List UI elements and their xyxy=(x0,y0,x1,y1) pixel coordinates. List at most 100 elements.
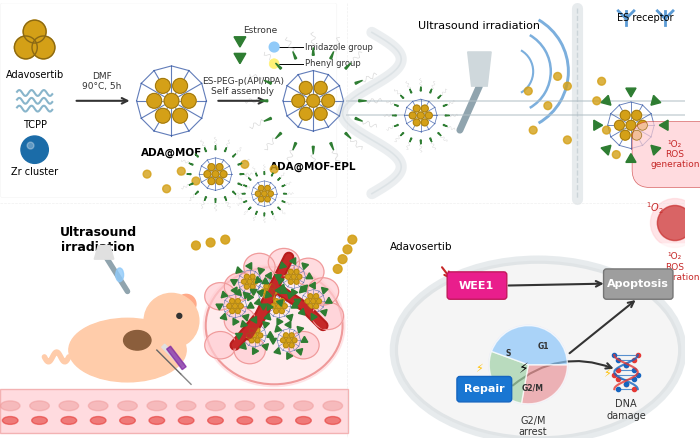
Circle shape xyxy=(177,313,182,318)
Polygon shape xyxy=(285,321,290,328)
Polygon shape xyxy=(410,138,412,142)
Circle shape xyxy=(173,108,188,123)
Polygon shape xyxy=(312,48,314,55)
Ellipse shape xyxy=(147,401,167,411)
Polygon shape xyxy=(309,282,315,289)
Circle shape xyxy=(258,186,264,191)
Circle shape xyxy=(286,274,290,279)
Ellipse shape xyxy=(204,332,236,359)
Circle shape xyxy=(612,151,620,158)
Polygon shape xyxy=(298,308,305,315)
Polygon shape xyxy=(235,289,241,295)
Polygon shape xyxy=(286,314,293,321)
Polygon shape xyxy=(344,63,351,69)
Circle shape xyxy=(593,97,601,105)
Circle shape xyxy=(227,303,232,308)
Circle shape xyxy=(181,93,196,108)
Circle shape xyxy=(268,191,274,196)
Polygon shape xyxy=(290,258,295,264)
Polygon shape xyxy=(430,138,432,142)
FancyBboxPatch shape xyxy=(457,376,512,402)
Polygon shape xyxy=(263,322,270,328)
Polygon shape xyxy=(420,140,421,144)
Circle shape xyxy=(238,303,243,308)
Circle shape xyxy=(255,328,260,333)
Circle shape xyxy=(147,93,162,108)
Polygon shape xyxy=(260,304,267,310)
Polygon shape xyxy=(241,320,247,327)
FancyBboxPatch shape xyxy=(603,269,673,299)
Polygon shape xyxy=(265,272,271,279)
Polygon shape xyxy=(189,163,193,165)
Polygon shape xyxy=(236,267,242,273)
Polygon shape xyxy=(392,115,396,116)
Polygon shape xyxy=(232,191,236,194)
Circle shape xyxy=(554,73,561,80)
Polygon shape xyxy=(189,183,193,185)
Circle shape xyxy=(256,191,260,196)
Text: G2/M: G2/M xyxy=(522,383,543,392)
Circle shape xyxy=(292,94,304,107)
Text: ES-PEG-p(API/PPA): ES-PEG-p(API/PPA) xyxy=(202,77,284,86)
Polygon shape xyxy=(221,291,228,298)
Circle shape xyxy=(250,274,255,279)
Circle shape xyxy=(314,107,327,120)
Circle shape xyxy=(208,178,215,185)
Polygon shape xyxy=(162,344,184,367)
Circle shape xyxy=(246,333,251,338)
Ellipse shape xyxy=(118,401,137,411)
Circle shape xyxy=(626,120,636,130)
Ellipse shape xyxy=(1,401,20,411)
Polygon shape xyxy=(195,154,199,157)
Circle shape xyxy=(272,289,277,294)
Circle shape xyxy=(206,238,215,247)
Polygon shape xyxy=(282,201,285,202)
Polygon shape xyxy=(195,191,199,194)
Polygon shape xyxy=(394,124,398,126)
Polygon shape xyxy=(651,145,661,155)
Ellipse shape xyxy=(178,417,194,425)
Ellipse shape xyxy=(307,278,339,305)
Circle shape xyxy=(489,326,568,404)
Polygon shape xyxy=(410,89,412,93)
Text: ADA@MOF: ADA@MOF xyxy=(141,148,202,158)
Polygon shape xyxy=(225,197,227,201)
Polygon shape xyxy=(204,197,206,201)
Circle shape xyxy=(333,264,342,273)
Polygon shape xyxy=(248,207,251,210)
Polygon shape xyxy=(400,95,404,98)
Polygon shape xyxy=(264,81,272,84)
Polygon shape xyxy=(438,133,441,136)
Circle shape xyxy=(615,120,624,130)
Polygon shape xyxy=(300,287,306,293)
Polygon shape xyxy=(272,173,273,176)
Circle shape xyxy=(270,284,274,289)
Circle shape xyxy=(288,269,293,274)
Wedge shape xyxy=(522,365,568,404)
Text: TCPP: TCPP xyxy=(22,120,47,130)
Circle shape xyxy=(638,120,648,130)
Circle shape xyxy=(235,299,240,303)
FancyBboxPatch shape xyxy=(0,389,348,433)
Circle shape xyxy=(270,59,279,69)
Ellipse shape xyxy=(266,417,282,425)
Circle shape xyxy=(279,308,284,314)
Polygon shape xyxy=(276,300,283,306)
Circle shape xyxy=(208,164,215,170)
Polygon shape xyxy=(301,285,307,291)
Polygon shape xyxy=(247,302,254,308)
Text: Apoptosis: Apoptosis xyxy=(607,279,668,289)
Polygon shape xyxy=(258,268,265,275)
Polygon shape xyxy=(394,105,398,106)
Circle shape xyxy=(258,333,262,338)
Circle shape xyxy=(291,274,296,279)
Circle shape xyxy=(632,110,642,120)
Circle shape xyxy=(230,299,235,303)
Ellipse shape xyxy=(149,417,164,425)
Circle shape xyxy=(279,299,284,303)
Circle shape xyxy=(241,279,246,284)
Polygon shape xyxy=(256,277,262,283)
Polygon shape xyxy=(262,278,269,283)
Text: Repair: Repair xyxy=(464,384,505,394)
Polygon shape xyxy=(277,318,283,325)
